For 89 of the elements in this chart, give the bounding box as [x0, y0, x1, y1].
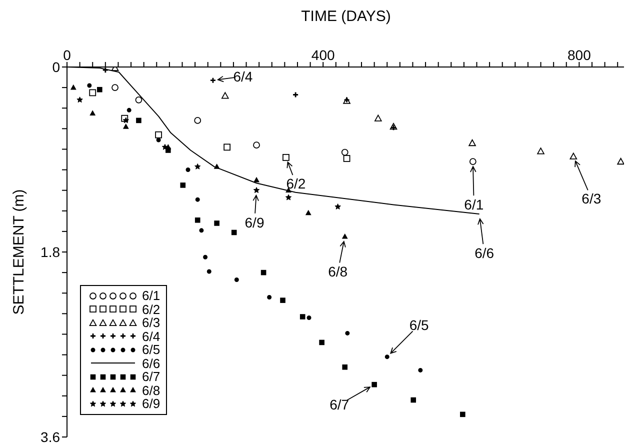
- point: [300, 314, 306, 320]
- point: [136, 118, 142, 124]
- point: [102, 67, 109, 74]
- legend-label: 6/6: [142, 356, 160, 370]
- annotation: 6/2: [286, 175, 306, 192]
- point: [210, 77, 216, 84]
- point: [410, 397, 416, 403]
- point: [70, 84, 76, 90]
- point: [280, 298, 286, 303]
- legend-label: 6/9: [142, 396, 160, 411]
- point: [199, 228, 204, 233]
- point: [195, 197, 200, 202]
- point: [418, 368, 423, 372]
- point: [87, 83, 92, 88]
- point: [194, 163, 201, 170]
- point: [372, 382, 377, 388]
- x-axis-title: TIME (DAYS): [300, 8, 392, 26]
- point: [260, 270, 266, 276]
- point: [112, 84, 118, 92]
- point: [254, 177, 260, 182]
- y-tick-label: 0: [52, 58, 60, 75]
- point: [617, 158, 624, 165]
- point: [342, 234, 348, 239]
- point: [186, 168, 190, 172]
- annotation: 6/3: [582, 190, 602, 206]
- y-tick-label: 3.6: [40, 428, 60, 444]
- point: [334, 204, 341, 210]
- point: [342, 364, 348, 370]
- point: [343, 155, 350, 162]
- annotation: 6/4: [233, 68, 253, 84]
- point: [121, 114, 128, 122]
- annotation: 6/5: [409, 316, 430, 333]
- point: [282, 154, 290, 161]
- x-tick-label: 0: [63, 47, 72, 63]
- point: [537, 148, 544, 154]
- legend-label: 6/3: [142, 315, 160, 330]
- point: [345, 330, 350, 336]
- y-axis-title: SETTLEMENT (m): [10, 189, 28, 315]
- point: [214, 164, 220, 169]
- point: [180, 182, 186, 188]
- point: [570, 152, 578, 160]
- point: [126, 108, 132, 112]
- point: [384, 354, 390, 360]
- point: [224, 144, 231, 151]
- point: [319, 340, 324, 346]
- point: [214, 220, 220, 226]
- point: [135, 96, 142, 104]
- point: [468, 139, 476, 146]
- legend-label: 6/8: [142, 382, 160, 398]
- point: [469, 158, 476, 166]
- point: [234, 278, 239, 282]
- point: [89, 89, 96, 96]
- annotation: 6/8: [328, 264, 348, 280]
- point: [253, 142, 260, 149]
- annotation: 6/1: [464, 196, 484, 213]
- point: [76, 96, 83, 103]
- annotation: 6/6: [474, 244, 494, 261]
- legend-label: 6/7: [142, 369, 160, 384]
- point: [267, 294, 272, 300]
- point: [162, 144, 168, 150]
- legend-label: 6/4: [142, 328, 160, 344]
- x-tick-label: 800: [568, 47, 592, 63]
- point: [460, 412, 466, 418]
- point: [306, 316, 312, 320]
- point: [285, 194, 292, 200]
- annotation: 6/7: [330, 396, 350, 413]
- y-tick-label: 1.8: [40, 244, 60, 260]
- point: [341, 148, 348, 156]
- legend-label: 6/5: [142, 342, 160, 357]
- legend-label: 6/1: [142, 288, 160, 303]
- point: [203, 254, 208, 260]
- point: [194, 116, 202, 124]
- point: [306, 210, 312, 216]
- annotation: 6/9: [244, 214, 264, 230]
- point: [156, 138, 161, 142]
- point: [374, 114, 382, 122]
- point: [231, 230, 237, 236]
- x-tick-label: 400: [311, 47, 335, 63]
- point: [253, 187, 260, 194]
- point: [194, 217, 200, 223]
- point: [97, 86, 102, 92]
- point: [292, 92, 299, 98]
- point: [90, 110, 96, 116]
- point: [221, 92, 229, 99]
- point: [206, 269, 212, 274]
- point: [122, 117, 130, 124]
- point: [123, 124, 129, 129]
- legend-label: 6/2: [142, 302, 160, 316]
- point: [155, 131, 162, 138]
